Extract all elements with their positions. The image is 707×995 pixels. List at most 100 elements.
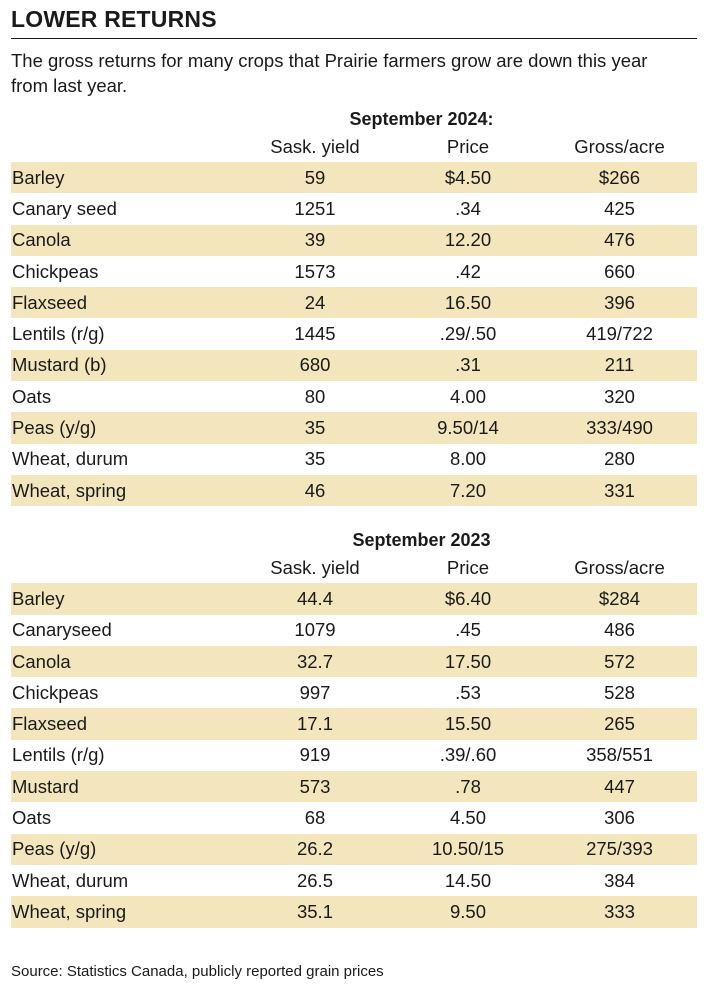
crop-cell: Chickpeas: [12, 260, 99, 282]
crop-cell: Lentils (r/g): [12, 744, 105, 766]
price-cell: 7.20: [394, 474, 542, 507]
price-cell: 12.20: [394, 224, 542, 256]
crop-cell: Barley: [11, 162, 236, 194]
crop-cell: Mustard (b): [11, 349, 236, 382]
gross-cell: 331: [542, 474, 697, 507]
gross-cell: 275/393: [542, 833, 697, 865]
gross-cell: 333: [542, 896, 697, 928]
yield-cell: 46: [236, 474, 394, 507]
crop-cell: Wheat, durum: [12, 448, 129, 470]
table-row: Wheat, spring 35.1 9.50 333: [11, 896, 697, 928]
crop-cell: Canary seed: [12, 197, 117, 219]
table-row: Mustard (b) 680.31 211: [11, 349, 697, 382]
gross-cell: 306: [604, 806, 635, 828]
source-note: Source: Statistics Canada, publicly repo…: [11, 963, 384, 980]
table-row: Canary seed 1251 .34 425: [11, 193, 697, 224]
table-row: Barley 59 $4.50 $266: [11, 162, 697, 194]
gross-cell: 211: [542, 349, 697, 382]
table-row: Mustard 573.78 447: [11, 771, 697, 803]
table-row: Oats 80 4.00 320: [11, 381, 697, 412]
yield-cell: 68: [304, 806, 326, 828]
yield-cell: 32.7: [236, 645, 394, 678]
gross-cell: 572: [542, 645, 697, 678]
column-header-yield: Sask. yield: [270, 557, 360, 579]
table-row: Canaryseed 1079 .45 486: [11, 615, 697, 646]
crop-cell: Peas (y/g): [11, 833, 236, 865]
price-cell: $6.40: [394, 583, 542, 615]
column-header-gross: Gross/acre: [574, 136, 665, 157]
gross-cell: 425: [604, 197, 635, 219]
yield-cell: 35: [304, 448, 326, 470]
title-rule: [11, 38, 697, 39]
table-row: Barley 44.4 $6.40 $284: [11, 583, 697, 615]
yield-cell: 1079: [294, 619, 336, 641]
gross-cell: $266: [542, 162, 697, 194]
table-row: Wheat, durum 26.5 14.50 384: [11, 865, 697, 896]
table-row: Chickpeas 997 .53 528: [11, 677, 697, 708]
price-cell: 4.50: [449, 806, 486, 828]
header-row: Sask. yield Price Gross/acre: [11, 553, 697, 583]
gross-cell: 280: [604, 448, 635, 470]
yield-cell: 1573: [294, 260, 336, 282]
column-header-price: Price: [446, 136, 490, 157]
price-cell: 16.50: [394, 287, 542, 319]
gross-cell: 358/551: [586, 744, 653, 766]
table-row: Canola 39 12.20 476: [11, 224, 697, 256]
yield-cell: 26.5: [296, 869, 333, 891]
price-cell: .29/.50: [439, 323, 497, 345]
gross-cell: 476: [542, 224, 697, 256]
yield-cell: 35: [236, 412, 394, 444]
price-cell: .42: [455, 260, 481, 282]
crop-cell: Wheat, spring: [11, 474, 236, 507]
column-header-gross: Gross/acre: [574, 557, 665, 579]
crop-cell: Chickpeas: [12, 681, 99, 703]
yield-cell: 35.1: [236, 896, 394, 928]
yield-cell: 24: [236, 287, 394, 319]
yield-cell: 59: [236, 162, 394, 194]
price-cell: 10.50/15: [394, 833, 542, 865]
yield-cell: 997: [299, 681, 331, 703]
crop-cell: Canaryseed: [12, 619, 112, 641]
table-row: Lentils (r/g) 1445 .29/.50 419/722: [11, 318, 697, 349]
price-cell: .39/.60: [439, 744, 497, 766]
yield-cell: 680: [236, 349, 394, 382]
yield-cell: 573: [236, 771, 394, 803]
table-row: Wheat, spring 46 7.20 331: [11, 474, 697, 507]
gross-cell: 528: [604, 681, 635, 703]
table-row: Lentils (r/g) 919 .39/.60 358/551: [11, 740, 697, 771]
price-cell: 4.00: [449, 385, 486, 407]
page-title: LOWER RETURNS: [11, 6, 217, 32]
crop-cell: Mustard: [11, 771, 236, 803]
section-title: September 2024:: [349, 109, 494, 129]
price-cell: 9.50: [394, 896, 542, 928]
yield-cell: 44.4: [236, 583, 394, 615]
crop-cell: Barley: [11, 583, 236, 615]
crop-cell: Flaxseed: [11, 708, 236, 740]
gross-cell: 396: [542, 287, 697, 319]
table-row: Flaxseed 24 16.50 396: [11, 287, 697, 319]
section-2024: September 2024: Sask. yield Price Gross/…: [11, 104, 697, 507]
crop-cell: Oats: [12, 385, 52, 407]
gross-cell: 486: [604, 619, 635, 641]
table-row: Canola 32.7 17.50 572: [11, 645, 697, 678]
returns-table-2023: Sask. yield Price Gross/acre Barley 44.4 $…: [11, 553, 697, 928]
returns-table-2024: Sask. yield Price Gross/acre Barley 59 $4.…: [11, 132, 697, 507]
table-row: Peas (y/g) 35 9.50/14 333/490: [11, 412, 697, 444]
price-cell: 8.00: [449, 448, 486, 470]
table-row: Flaxseed 17.1 15.50 265: [11, 708, 697, 740]
yield-cell: 39: [236, 224, 394, 256]
column-header-crop: [11, 553, 236, 583]
table-row: Chickpeas 1573 .42 660: [11, 256, 697, 287]
crop-cell: Oats: [12, 806, 52, 828]
gross-cell: 384: [604, 869, 635, 891]
gross-cell: 333/490: [542, 412, 697, 444]
table-row: Peas (y/g) 26.2 10.50/15 275/393: [11, 833, 697, 865]
section-title: September 2023: [352, 530, 491, 551]
gross-cell: $284: [542, 583, 697, 615]
crop-cell: Peas (y/g): [11, 412, 236, 444]
table-row: Oats 68 4.50 306: [11, 802, 697, 833]
yield-cell: 17.1: [236, 708, 394, 740]
column-header-yield: Sask. yield: [270, 136, 360, 157]
price-cell: .45: [455, 619, 481, 641]
header-row: Sask. yield Price Gross/acre: [11, 132, 697, 162]
